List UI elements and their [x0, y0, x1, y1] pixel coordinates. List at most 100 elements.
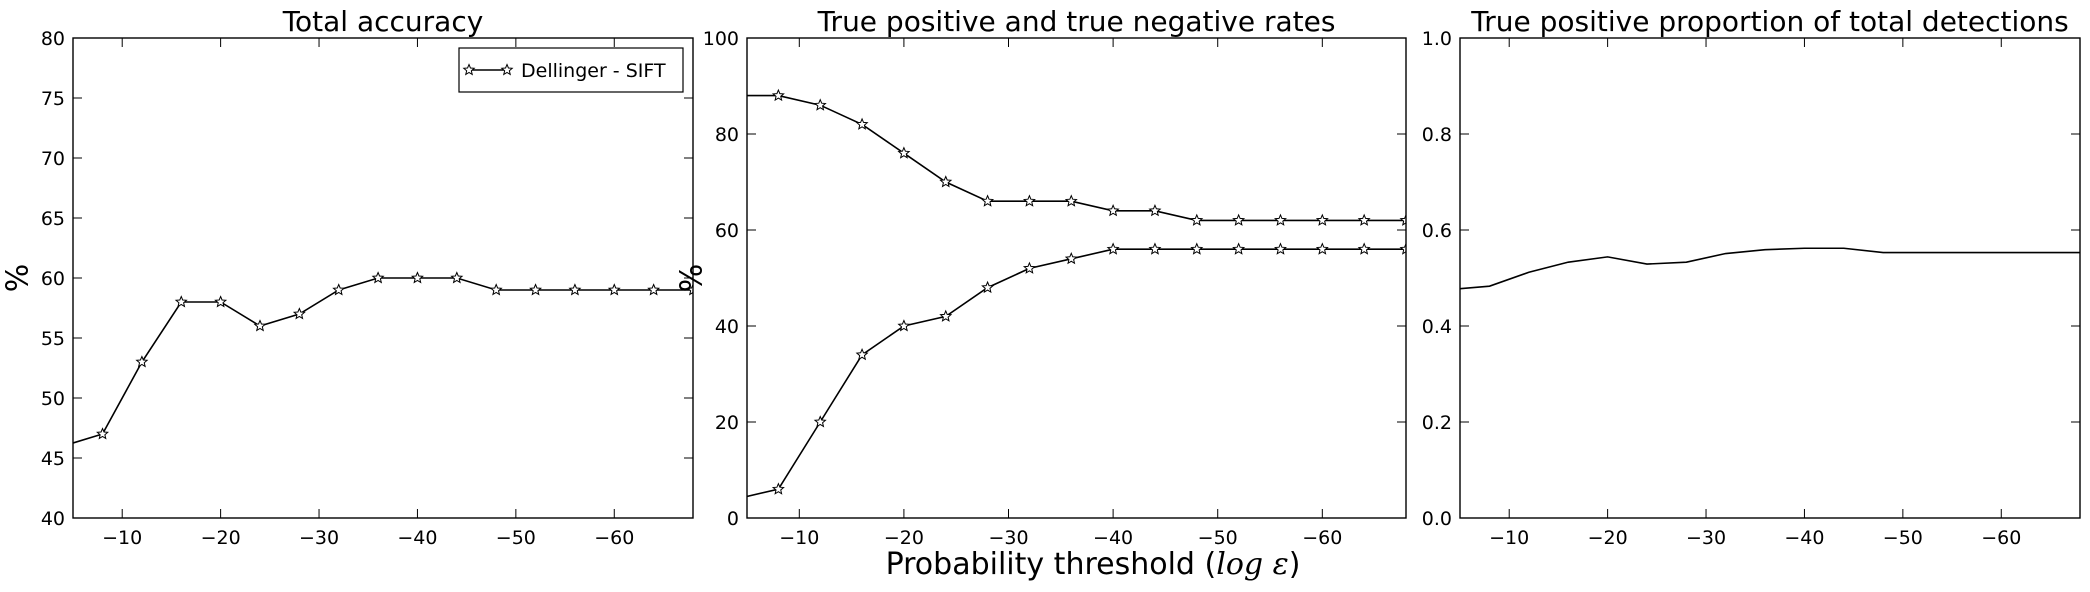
- data-point: [607, 283, 621, 296]
- data-point: [1190, 213, 1204, 226]
- data-point: [855, 347, 869, 361]
- data-point: [292, 307, 306, 320]
- data-point: [135, 355, 149, 368]
- data-point: [1106, 242, 1120, 255]
- data-point: [371, 271, 385, 284]
- x-tick-label: −50: [496, 527, 536, 549]
- data-point: [332, 283, 346, 296]
- data-point: [1064, 251, 1078, 265]
- panel-tp-tn-rates: −10 −20 −30 −40 −50 −60 0 20 40 60 80 100 True posit…: [675, 5, 1407, 549]
- x-tick-label: −60: [1302, 527, 1342, 549]
- legend: Dellinger - SIFT: [458, 47, 684, 93]
- panel-tp-proportion: −10 −20 −30 −40 −50 −60 0.0 0.2 0.4 0.6 0.8 1.0 True…: [1422, 5, 2081, 549]
- series-1: [747, 88, 1406, 226]
- series-1: [1460, 247, 2080, 290]
- x-tick-label: −40: [1093, 527, 1133, 549]
- shared-x-axis-label: Probability threshold (log ε): [886, 547, 1301, 582]
- y-tick-label: 0.6: [1422, 220, 1452, 242]
- y-tick-label: 70: [41, 148, 65, 170]
- data-point: [813, 415, 827, 428]
- shared-x-axis-label-prefix: Probability threshold (: [886, 547, 1217, 582]
- y-tick-label: 60: [715, 220, 739, 242]
- y-tick-label: 50: [41, 388, 65, 410]
- data-point: [568, 283, 582, 296]
- x-tick-label: −20: [201, 527, 241, 549]
- data-point: [771, 88, 785, 102]
- data-point: [1274, 213, 1287, 226]
- y-tick-label: 1.0: [1422, 28, 1452, 50]
- y-tick-label: 80: [715, 124, 739, 146]
- data-point: [1232, 242, 1246, 255]
- data-point: [1315, 242, 1329, 255]
- data-point: [1106, 203, 1120, 217]
- legend-label: Dellinger - SIFT: [521, 60, 666, 82]
- x-tick-label: −10: [102, 527, 142, 549]
- y-tick-label: 40: [715, 316, 739, 338]
- x-tick-label: −60: [594, 527, 634, 549]
- x-tick-label: −50: [1198, 527, 1238, 549]
- plot-frame: [746, 37, 1407, 519]
- y-axis-label: %: [675, 264, 710, 293]
- chart-title: True positive proportion of total detect…: [1470, 5, 2069, 38]
- y-tick-label: 45: [41, 448, 65, 470]
- x-tick-label: −20: [884, 527, 924, 549]
- y-tick-label: 100: [703, 28, 739, 50]
- chart-title: True positive and true negative rates: [817, 5, 1336, 38]
- x-tick-label: −60: [1981, 527, 2021, 549]
- x-tick-label: −30: [299, 527, 339, 549]
- data-point: [647, 283, 661, 296]
- x-tick-label: −20: [1588, 527, 1628, 549]
- plot-frame: [1459, 37, 2081, 519]
- y-tick-label: 80: [41, 28, 65, 50]
- legend-marker-left: [462, 63, 476, 76]
- plot-frame: [72, 37, 694, 519]
- x-tick-label: −40: [1784, 527, 1824, 549]
- x-tick-label: −40: [397, 527, 437, 549]
- data-point: [1190, 242, 1204, 255]
- series-line: [73, 277, 693, 444]
- data-point: [1232, 213, 1246, 226]
- panel-total-accuracy: −10 −20 −30 −40 −50 −60 40 45 50 55 60 65 70 75 80 Tota…: [1, 5, 694, 549]
- y-tick-label: 0: [727, 508, 739, 530]
- y-tick-label: 55: [41, 328, 65, 350]
- data-point: [939, 309, 953, 322]
- x-tick-label: −50: [1883, 527, 1923, 549]
- series-1: [73, 271, 693, 444]
- data-point: [1399, 242, 1406, 255]
- data-point: [1274, 242, 1287, 255]
- y-tick-label: 0.0: [1422, 508, 1452, 530]
- data-point: [410, 271, 424, 284]
- x-tick-label: −30: [988, 527, 1028, 549]
- y-tick-label: 65: [41, 208, 65, 230]
- series-line: [747, 248, 1406, 498]
- data-point: [855, 117, 869, 130]
- x-tick-label: −10: [1489, 527, 1529, 549]
- data-point: [1148, 203, 1162, 217]
- y-tick-label: 0.2: [1422, 412, 1452, 434]
- data-point: [450, 271, 464, 284]
- data-point: [96, 427, 109, 440]
- y-tick-label: 0.4: [1422, 316, 1452, 338]
- data-point: [1357, 242, 1371, 255]
- shared-x-axis-label-suffix: ): [1289, 547, 1301, 582]
- x-tick-label: −10: [779, 527, 819, 549]
- data-point: [1399, 213, 1406, 226]
- data-point: [897, 319, 911, 332]
- data-point: [1022, 261, 1036, 274]
- legend-marker-right: [500, 63, 514, 76]
- data-point: [1315, 213, 1329, 226]
- data-point: [939, 175, 953, 188]
- data-point: [489, 283, 503, 296]
- y-tick-label: 75: [41, 88, 65, 110]
- data-point: [1022, 194, 1036, 207]
- data-point: [253, 319, 267, 332]
- data-point: [1148, 242, 1162, 255]
- data-point: [897, 146, 911, 159]
- shared-x-axis-label-math: log ε: [1216, 547, 1289, 582]
- chart-title: Total accuracy: [282, 5, 484, 38]
- data-point: [1064, 194, 1078, 207]
- series-line: [1460, 247, 2080, 290]
- data-point: [771, 482, 785, 495]
- y-tick-label: 20: [715, 412, 739, 434]
